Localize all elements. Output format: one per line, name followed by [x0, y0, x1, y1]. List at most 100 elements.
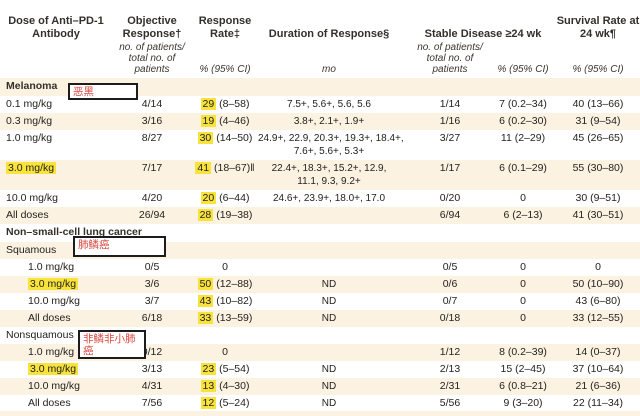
cell-objective-response: 3/16	[141, 115, 163, 127]
response-rate-highlight: 12	[200, 397, 217, 409]
cell-survival-rate: 33 (12–55)	[572, 312, 624, 324]
cell-survival-rate: 22 (11–34)	[572, 397, 623, 409]
row-label: Melanoma	[0, 78, 112, 96]
row-label: All doses	[0, 310, 112, 327]
cell-duration-of-response: ND	[321, 381, 337, 392]
cell-stable-disease-n: 2/13	[439, 363, 461, 375]
cell-duration-of-response	[258, 344, 400, 361]
cell-duration-of-response	[258, 207, 400, 224]
cell-stable-disease-pct: 0	[520, 295, 526, 307]
cell-response-rate: 20 (6–44)	[200, 192, 250, 204]
cell-stable-disease-pct: 6 (0.1–29)	[499, 162, 547, 174]
cell-objective-response: 7/56	[141, 397, 163, 409]
dose-label: 10.0 mg/kg	[6, 192, 58, 204]
cell-objective-response: 4/31	[141, 380, 163, 392]
cell-objective-response: 6/18	[141, 312, 163, 324]
cell-response-rate: 50 (12–88)	[197, 278, 253, 290]
subheader-duration-units: mo	[322, 64, 336, 75]
table-row: 10.0 mg/kg 4/31 13 (4–30) ND 2/31 6 (0.8–21) 2…	[0, 378, 640, 395]
row-label: Non–small-cell lung cancer	[0, 224, 142, 242]
cell-stable-disease-pct: 11 (2–29)	[500, 132, 546, 144]
column-gap	[400, 378, 410, 395]
cell-survival-rate: 45 (26–65)	[572, 132, 624, 144]
column-gap	[400, 130, 410, 160]
cell-objective-response: 3/13	[141, 363, 163, 375]
subsection-row: Nonsquamous	[0, 327, 640, 344]
dose-label: 10.0 mg/kg	[28, 380, 80, 392]
response-rate-highlight: 30	[197, 132, 214, 144]
column-gap	[400, 344, 410, 361]
cell-survival-rate: 37 (10–64)	[572, 363, 624, 375]
col-header-response-rate: Response Rate‡	[198, 15, 252, 40]
cell-survival-rate: 30 (9–51)	[575, 192, 621, 204]
row-label: 0.1 mg/kg	[0, 96, 112, 113]
cell-response-rate: 30 (14–50)	[197, 132, 253, 144]
table-row: 10.0 mg/kg 3/7 43 (10–82) ND 0/7 0 43 (6–80)	[0, 293, 640, 310]
response-rate-highlight: 43	[197, 295, 214, 307]
cell-survival-rate: 40 (13–66)	[572, 98, 624, 110]
response-rate-highlight: 19	[200, 115, 217, 127]
table-header-row: Dose of Anti–PD-1 Antibody Objective Res…	[0, 0, 640, 40]
subheader-objective-units: no. of patients/ total no. of patients	[119, 42, 185, 75]
cell-objective-response: 26/94	[138, 209, 166, 221]
dose-label: Nonsquamous	[6, 329, 74, 341]
cell-survival-rate: 14 (0–37)	[575, 346, 621, 358]
cell-duration-of-response: 24.6+, 23.9+, 18.0+, 17.0	[272, 193, 386, 204]
cell-stable-disease-pct: 9 (3–20)	[503, 397, 543, 409]
cell-survival-rate: 41 (30–51)	[572, 209, 624, 221]
column-gap	[400, 113, 410, 130]
cell-response-rate: 19 (4–46)	[200, 115, 250, 127]
dose-label: All doses	[28, 312, 71, 324]
table-row: 10.0 mg/kg 4/20 20 (6–44) 24.6+, 23.9+, 18.…	[0, 190, 640, 207]
cell-response-rate: 12 (5–24)	[200, 397, 250, 409]
response-rate-highlight: 28	[197, 209, 214, 221]
cell-stable-disease-n: 0/6	[442, 278, 458, 290]
cell-survival-rate: 0	[595, 261, 601, 273]
table-row: All doses 26/94 28 (19–38) 6/94 6 (2–13) 41 (…	[0, 207, 640, 224]
col-header-duration: Duration of Response§	[268, 27, 390, 40]
cell-objective-response: 4/14	[141, 98, 163, 110]
cell-stable-disease-n: 0/5	[442, 261, 458, 273]
cell-response-rate: 33 (13–59)	[197, 312, 253, 324]
cell-response-rate: 13 (4–30)	[200, 380, 250, 392]
cell-survival-rate: 21 (6–36)	[575, 380, 621, 392]
cell-survival-rate: 43 (6–80)	[575, 295, 621, 307]
cell-stable-disease-pct: 6 (0.8–21)	[499, 380, 547, 392]
dose-label-highlighted: 3.0 mg/kg	[28, 363, 79, 375]
cell-stable-disease-n: 1/12	[439, 346, 461, 358]
table-body: Melanoma 0.1 mg/kg 4/14 29 (8–58) 7.5+, 5.6+…	[0, 78, 640, 412]
cell-survival-rate: 50 (10–90)	[572, 278, 624, 290]
cell-stable-disease-pct: 6 (0.2–30)	[499, 115, 547, 127]
response-rate-highlight: 13	[200, 380, 217, 392]
col-header-dose: Dose of Anti–PD-1 Antibody	[8, 15, 104, 40]
cell-response-rate: 28 (19–38)	[197, 209, 253, 221]
dose-label: 1.0 mg/kg	[6, 132, 53, 144]
column-gap	[400, 395, 410, 412]
cell-stable-disease-pct: 0	[520, 192, 526, 204]
column-gap	[400, 276, 410, 293]
cell-stable-disease-pct: 0	[520, 312, 526, 324]
row-filler	[112, 224, 640, 242]
cell-response-rate: 29 (8–58)	[200, 98, 250, 110]
row-label: All doses	[0, 207, 112, 224]
cell-stable-disease-n: 0/7	[442, 295, 458, 307]
cell-survival-rate: 31 (9–54)	[575, 115, 621, 127]
row-label: 1.0 mg/kg	[0, 344, 112, 361]
cell-duration-of-response: ND	[321, 398, 337, 409]
cell-response-rate: 43 (10–82)	[197, 295, 253, 307]
section-row: Non–small-cell lung cancer	[0, 224, 640, 242]
cell-stable-disease-n: 1/16	[439, 115, 461, 127]
table-row: 3.0 mg/kg 3/13 23 (5–54) ND 2/13 15 (2–45) 37 …	[0, 361, 640, 378]
row-label: 10.0 mg/kg	[0, 190, 112, 207]
dose-label: 10.0 mg/kg	[28, 295, 80, 307]
column-gap	[400, 207, 410, 224]
table-row: 3.0 mg/kg 3/6 50 (12–88) ND 0/6 0 50 (10–90)	[0, 276, 640, 293]
row-label: 10.0 mg/kg	[0, 378, 112, 395]
cell-objective-response: 3/6	[144, 278, 160, 290]
cell-objective-response: 7/17	[141, 162, 163, 174]
row-filler	[112, 327, 640, 344]
cell-objective-response: 0/12	[141, 346, 163, 358]
response-rate-highlight: 41	[195, 162, 212, 174]
subheader-survival-units: % (95% CI)	[572, 64, 624, 75]
